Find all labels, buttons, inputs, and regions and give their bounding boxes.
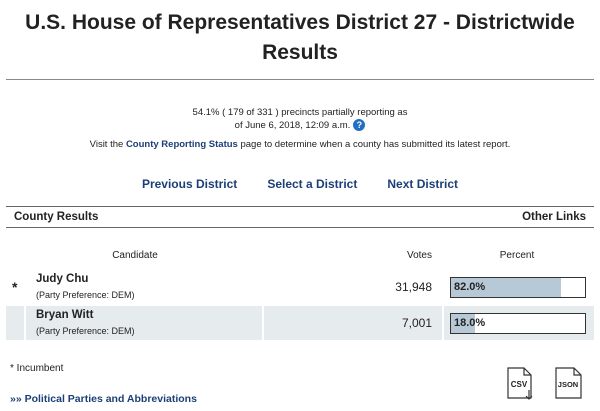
result-row: Bryan Witt (Party Preference: DEM) 7,001… <box>6 306 594 340</box>
page-title: U.S. House of Representatives District 2… <box>25 11 575 64</box>
precinct-text: 54.1% ( 179 of 331 ) precincts partially… <box>192 107 408 131</box>
candidate-name: Judy Chu <box>36 273 89 285</box>
candidate: Judy Chu (Party Preference: DEM) <box>36 273 135 307</box>
candidate: Bryan Witt (Party Preference: DEM) <box>36 309 135 336</box>
nav-link[interactable]: Select a District <box>267 177 358 191</box>
row-shade <box>6 306 24 340</box>
json-download[interactable]: JSON <box>553 366 585 402</box>
section-link[interactable]: Other Links <box>522 211 586 223</box>
file-label: CSV <box>511 380 528 389</box>
incumbent-marker: * <box>12 279 18 295</box>
visit-suffix: page to determine when a county has subm… <box>240 139 511 150</box>
file-fold <box>573 368 581 376</box>
votes: 7,001 <box>401 316 432 330</box>
download-arrow <box>525 390 533 400</box>
csv-download[interactable]: CSV <box>505 366 535 402</box>
visit-prefix: Visit the <box>89 139 124 150</box>
nav-link[interactable]: Next District <box>387 177 459 191</box>
row-shade <box>264 306 442 340</box>
parties-link[interactable]: »» Political Parties and Abbreviations <box>10 393 197 405</box>
candidate-name: Bryan Witt <box>36 309 94 321</box>
percent-bar <box>451 314 476 333</box>
help-icon[interactable]: ? <box>353 119 366 132</box>
votes: 31,948 <box>395 280 432 294</box>
section-title[interactable]: County Results <box>14 211 99 223</box>
divider <box>6 79 594 80</box>
percent-bar-frame: 82.0% <box>450 277 586 298</box>
precinct-status: 54.1% ( 179 of 331 ) precincts partially… <box>190 106 410 132</box>
incumbent-note: * Incumbent <box>10 363 64 374</box>
percent-bar <box>451 278 561 297</box>
party: (Party Preference: DEM) <box>36 290 135 300</box>
percent-label: 82.0% <box>454 281 486 293</box>
file-fold <box>523 368 531 376</box>
section-bar: County Results Other Links <box>6 206 594 228</box>
percent-label: 18.0% <box>454 317 486 329</box>
column-header: Candidate <box>112 250 158 261</box>
column-header: Votes <box>406 250 432 261</box>
result-row: * Judy Chu (Party Preference: DEM) 31,94… <box>6 270 594 304</box>
district-nav: Previous District Select a District Next… <box>0 177 600 191</box>
column-header: Percent <box>499 250 535 261</box>
visit-note: Visit the County Reporting Status page t… <box>0 139 600 150</box>
file-label: JSON <box>558 380 578 389</box>
nav-link[interactable]: Previous District <box>141 177 238 191</box>
row-shade <box>26 306 262 340</box>
percent-bar-frame: 18.0% <box>450 313 586 334</box>
party: (Party Preference: DEM) <box>36 326 135 336</box>
status-link[interactable]: County Reporting Status <box>125 139 238 150</box>
